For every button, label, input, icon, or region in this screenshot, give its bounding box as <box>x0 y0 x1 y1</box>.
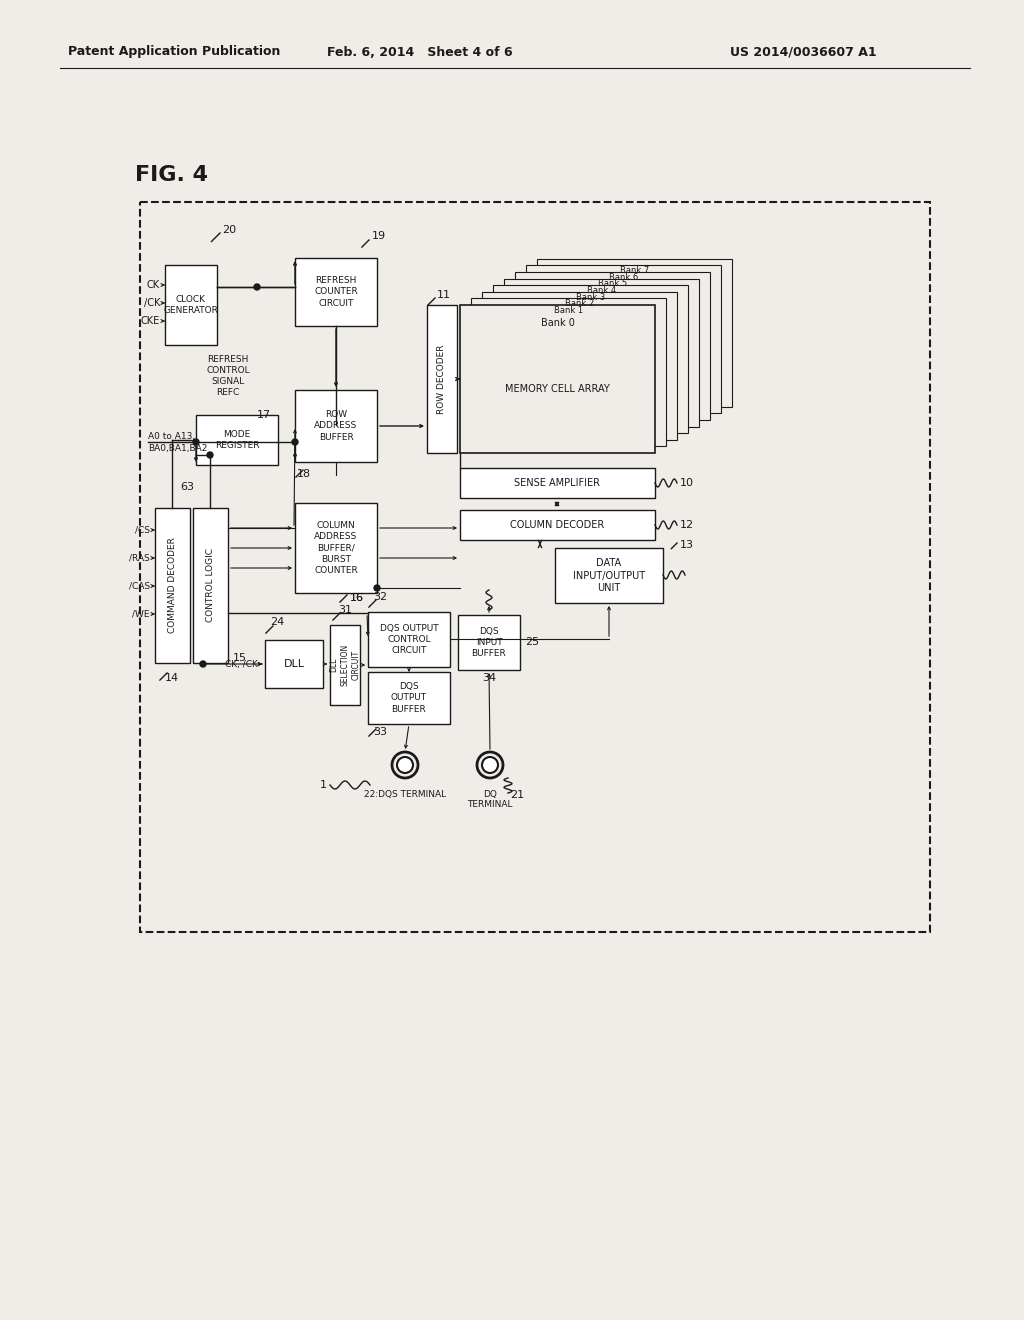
Text: 21: 21 <box>510 789 524 800</box>
Text: Bank 3: Bank 3 <box>575 293 605 302</box>
Text: 13: 13 <box>680 540 694 550</box>
Text: COMMAND DECODER: COMMAND DECODER <box>168 537 177 634</box>
Text: 20: 20 <box>222 224 237 235</box>
Text: CONTROL LOGIC: CONTROL LOGIC <box>206 549 215 623</box>
Bar <box>493 285 688 433</box>
Bar <box>471 298 666 446</box>
Bar <box>427 305 457 453</box>
Text: 16: 16 <box>350 593 364 603</box>
Text: ROW DECODER: ROW DECODER <box>437 345 446 413</box>
Bar <box>368 612 450 667</box>
Bar <box>368 672 450 723</box>
Circle shape <box>254 284 260 290</box>
Text: US 2014/0036607 A1: US 2014/0036607 A1 <box>730 45 877 58</box>
Bar <box>460 469 655 498</box>
Circle shape <box>397 756 413 774</box>
Bar <box>165 265 217 345</box>
Text: 14: 14 <box>165 673 179 682</box>
Circle shape <box>193 440 199 445</box>
Text: /RAS: /RAS <box>129 553 150 562</box>
Text: Bank 5: Bank 5 <box>598 280 627 289</box>
Text: 11: 11 <box>437 290 451 300</box>
Text: /WE: /WE <box>132 610 150 619</box>
Text: FIG. 4: FIG. 4 <box>135 165 208 185</box>
Text: A0 to A13,: A0 to A13, <box>148 433 196 441</box>
Bar <box>196 414 278 465</box>
Text: DLL: DLL <box>284 659 304 669</box>
Circle shape <box>292 440 298 445</box>
Bar <box>460 510 655 540</box>
Text: CKE: CKE <box>140 315 160 326</box>
Text: REFRESH
CONTROL
SIGNAL
REFC: REFRESH CONTROL SIGNAL REFC <box>206 355 250 397</box>
Text: 17: 17 <box>257 411 271 420</box>
Bar <box>295 503 377 593</box>
Text: 22:DQS TERMINAL: 22:DQS TERMINAL <box>364 789 446 799</box>
Text: 31: 31 <box>338 605 352 615</box>
Circle shape <box>207 451 213 458</box>
Text: 16: 16 <box>350 593 364 603</box>
Bar <box>526 265 721 413</box>
Text: COLUMN DECODER: COLUMN DECODER <box>510 520 604 531</box>
Text: CK, /CK: CK, /CK <box>225 660 258 668</box>
Text: /CK: /CK <box>143 298 160 308</box>
Text: /CAS: /CAS <box>129 582 150 590</box>
Text: 25: 25 <box>525 638 539 647</box>
Text: 12: 12 <box>680 520 694 531</box>
Text: REFRESH
COUNTER
CIRCUIT: REFRESH COUNTER CIRCUIT <box>314 276 357 308</box>
Text: CLOCK
GENERATOR: CLOCK GENERATOR <box>164 294 218 315</box>
Bar <box>482 292 677 440</box>
Bar <box>295 257 377 326</box>
Bar <box>504 279 699 426</box>
Bar <box>460 305 655 453</box>
Text: Bank 4: Bank 4 <box>587 286 616 296</box>
Text: DQS
OUTPUT
BUFFER: DQS OUTPUT BUFFER <box>391 682 427 714</box>
Text: SENSE AMPLIFIER: SENSE AMPLIFIER <box>514 478 600 488</box>
Bar <box>537 259 732 407</box>
Text: 1: 1 <box>319 780 327 789</box>
Text: DATA
INPUT/OUTPUT
UNIT: DATA INPUT/OUTPUT UNIT <box>573 558 645 593</box>
Text: DLL
SELECTION
CIRCUIT: DLL SELECTION CIRCUIT <box>330 644 360 686</box>
Text: Bank 1: Bank 1 <box>554 306 583 315</box>
Text: Feb. 6, 2014   Sheet 4 of 6: Feb. 6, 2014 Sheet 4 of 6 <box>328 45 513 58</box>
Bar <box>140 202 930 932</box>
Text: /CS: /CS <box>135 525 150 535</box>
Text: DQS
INPUT
BUFFER: DQS INPUT BUFFER <box>472 627 507 659</box>
Bar <box>515 272 710 420</box>
Text: 63: 63 <box>180 482 194 492</box>
Text: DQS OUTPUT
CONTROL
CIRCUIT: DQS OUTPUT CONTROL CIRCUIT <box>380 624 438 655</box>
Text: 33: 33 <box>373 727 387 737</box>
Text: Patent Application Publication: Patent Application Publication <box>68 45 281 58</box>
Text: MODE
REGISTER: MODE REGISTER <box>215 430 259 450</box>
Text: CK: CK <box>146 280 160 290</box>
Text: 24: 24 <box>270 616 285 627</box>
Bar <box>458 615 520 671</box>
Bar <box>555 548 663 603</box>
Text: 18: 18 <box>297 469 311 479</box>
Text: ROW
ADDRESS
BUFFER: ROW ADDRESS BUFFER <box>314 411 357 442</box>
Text: 15: 15 <box>233 653 247 663</box>
Text: Bank 2: Bank 2 <box>565 300 594 309</box>
Circle shape <box>200 661 206 667</box>
Circle shape <box>374 585 380 591</box>
Circle shape <box>482 756 498 774</box>
Text: Bank 0: Bank 0 <box>541 318 574 327</box>
Bar <box>295 389 377 462</box>
Text: MEMORY CELL ARRAY: MEMORY CELL ARRAY <box>505 384 610 393</box>
Text: 10: 10 <box>680 478 694 488</box>
Text: Bank 6: Bank 6 <box>609 273 638 282</box>
Text: 32: 32 <box>373 591 387 602</box>
Text: Bank 7: Bank 7 <box>620 267 649 276</box>
Bar <box>193 508 228 663</box>
Text: 19: 19 <box>372 231 386 242</box>
Text: 34: 34 <box>482 673 496 682</box>
Text: COLUMN
ADDRESS
BUFFER/
BURST
COUNTER: COLUMN ADDRESS BUFFER/ BURST COUNTER <box>314 521 357 574</box>
Bar <box>330 624 360 705</box>
Text: BA0,BA1,BA2: BA0,BA1,BA2 <box>148 444 208 453</box>
Bar <box>155 508 190 663</box>
Text: DQ
TERMINAL: DQ TERMINAL <box>467 789 513 809</box>
Bar <box>265 640 323 688</box>
